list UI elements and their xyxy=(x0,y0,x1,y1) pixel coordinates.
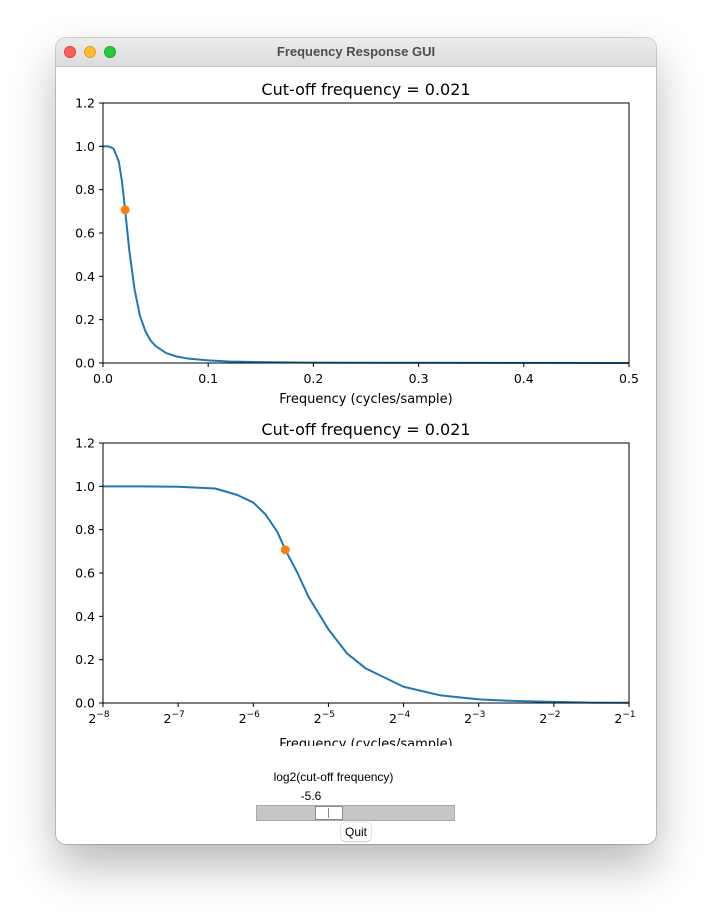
y-tick-label: 1.2 xyxy=(75,436,95,451)
x-tick-label: 0.4 xyxy=(514,371,534,386)
cutoff-point-marker xyxy=(120,205,130,215)
x-tick-label: 2−8 xyxy=(88,710,109,726)
y-tick-label: 0.6 xyxy=(75,226,95,241)
y-tick-label: 0.4 xyxy=(75,269,95,284)
x-tick-exponent: −4 xyxy=(397,710,411,720)
x-tick-base: 2 xyxy=(464,711,472,726)
cutoff-slider[interactable] xyxy=(256,805,455,821)
x-tick-label: 0.5 xyxy=(619,371,639,386)
x-axis-label: Frequency (cycles/sample) xyxy=(279,392,452,406)
x-tick-exponent: −3 xyxy=(472,710,485,720)
slider-label: log2(cut-off frequency) xyxy=(273,770,394,784)
y-tick-label: 0.0 xyxy=(75,696,95,711)
x-tick-exponent: −1 xyxy=(622,710,635,720)
x-tick-label: 2−3 xyxy=(464,710,485,726)
x-tick-label: 2−4 xyxy=(389,710,410,726)
x-tick-label: 0.2 xyxy=(303,371,323,386)
slider-handle[interactable] xyxy=(315,806,343,820)
y-tick-label: 0.2 xyxy=(75,652,95,667)
x-tick-base: 2 xyxy=(614,711,622,726)
y-tick-label: 1.2 xyxy=(75,96,95,111)
x-tick-exponent: −2 xyxy=(547,710,560,720)
window-title: Frequency Response GUI xyxy=(276,44,436,59)
plot-frame xyxy=(102,102,630,364)
minimize-window-button[interactable] xyxy=(84,46,96,58)
app-window: Frequency Response GUI Cut-off frequency… xyxy=(56,38,656,844)
close-window-button[interactable] xyxy=(64,46,76,58)
x-tick-exponent: −5 xyxy=(322,710,335,720)
title-bar: Frequency Response GUI xyxy=(56,38,656,67)
zoom-window-button[interactable] xyxy=(104,46,116,58)
x-tick-label: 0.3 xyxy=(409,371,429,386)
chart-title: Cut-off frequency = 0.021 xyxy=(261,80,470,99)
log-frequency-plot: Cut-off frequency = 0.021 0.0 0.2 0.4 0.6 0.8… xyxy=(75,420,636,746)
x-tick-base: 2 xyxy=(239,711,247,726)
x-tick-label: 2−6 xyxy=(239,710,260,726)
x-tick-label: 2−5 xyxy=(314,710,335,726)
plot-frame xyxy=(102,442,630,704)
x-tick-base: 2 xyxy=(164,711,172,726)
y-tick-label: 0.0 xyxy=(75,356,95,371)
y-tick-label: 0.4 xyxy=(75,609,95,624)
x-tick-base: 2 xyxy=(539,711,547,726)
x-tick-label: 0.1 xyxy=(198,371,218,386)
linear-frequency-plot: Cut-off frequency = 0.021 0.0 0.2 0.4 0.6 0.8… xyxy=(75,80,639,406)
x-tick-base: 2 xyxy=(389,711,397,726)
x-axis-label: Frequency (cycles/sample) xyxy=(279,737,452,746)
chart-title: Cut-off frequency = 0.021 xyxy=(261,420,470,439)
x-tick-label: 0.0 xyxy=(93,371,113,386)
cutoff-point-marker xyxy=(280,545,290,555)
slider-value: -5.6 xyxy=(300,789,322,803)
x-tick-label: 2−1 xyxy=(614,710,635,726)
x-tick-base: 2 xyxy=(88,711,96,726)
x-tick-exponent: −6 xyxy=(247,710,261,720)
y-tick-label: 1.0 xyxy=(75,139,95,154)
response-curve-line xyxy=(103,485,630,704)
x-tick-label: 2−2 xyxy=(539,710,560,726)
y-tick-label: 1.0 xyxy=(75,479,95,494)
y-tick-label: 0.8 xyxy=(75,182,95,197)
x-tick-base: 2 xyxy=(314,711,322,726)
y-tick-label: 0.8 xyxy=(75,522,95,537)
y-tick-label: 0.6 xyxy=(75,566,95,581)
x-tick-exponent: −8 xyxy=(96,710,110,720)
y-tick-label: 0.2 xyxy=(75,312,95,327)
x-tick-exponent: −7 xyxy=(171,710,184,720)
quit-button[interactable]: Quit xyxy=(341,823,371,841)
x-tick-label: 2−7 xyxy=(164,710,185,726)
response-curve-line xyxy=(103,145,630,364)
